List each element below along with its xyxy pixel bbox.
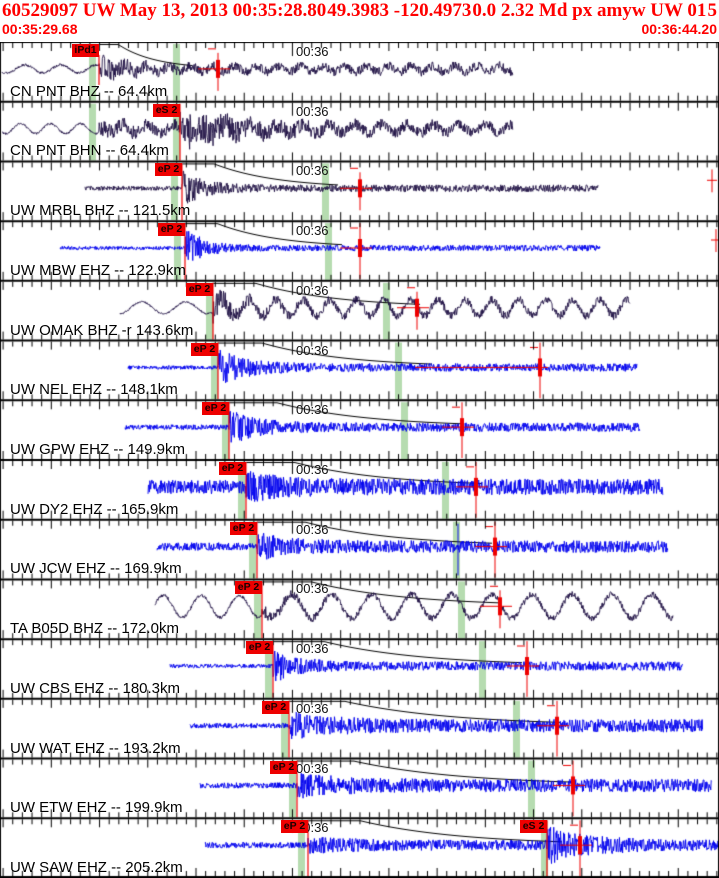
station-label: UW DY2 EHZ -- 165.9km (10, 500, 179, 518)
window-end-time: 00:36:44.20 (641, 21, 717, 37)
station-label: UW JCW EHZ -- 169.9km (10, 560, 182, 578)
station-label: UW GPW EHZ -- 149.9km (10, 441, 186, 458)
phase-pick-label[interactable]: eP 2 (246, 641, 273, 655)
event-summary: 60529097 UW May 13, 2013 00:35:28.80 (2, 0, 327, 21)
event-coordinates: 49.3983 -120.4973 (327, 0, 472, 21)
phase-pick-label[interactable]: eP 2 (186, 282, 213, 296)
phase-pick-label[interactable]: eP 2 (281, 820, 308, 834)
minute-tick-label: 00:36 (296, 462, 329, 477)
station-label: UW MBW EHZ -- 122.9km (10, 261, 186, 279)
minute-tick-label: 00:36 (296, 760, 329, 776)
minute-tick-label: 00:36 (296, 521, 329, 537)
phase-pick-label[interactable]: eP 2 (155, 163, 182, 177)
station-label: UW SAW EHZ -- 205.2km (10, 859, 183, 876)
phase-pick-label[interactable]: eP 2 (158, 223, 185, 237)
seismogram-canvas[interactable] (0, 42, 719, 878)
trace-area[interactable]: 00:36 CN PNT BHZ -- 64.4km iPd1 00:36 CN… (0, 42, 719, 878)
station-label: UW ETW EHZ -- 199.9km (10, 799, 183, 817)
station-label: UW NEL EHZ -- 148.1km (10, 381, 178, 399)
minute-tick-label: 00:36 (296, 103, 329, 119)
phase-pick-label[interactable]: eP 2 (262, 700, 289, 714)
station-label: UW WAT EHZ -- 193.2km (10, 739, 181, 757)
event-magnitude-info: 0.0 2.32 Md px amyw UW 01 (472, 0, 707, 21)
phase-pick-label[interactable]: eP 2 (219, 462, 246, 475)
minute-tick-label: 00:36 (296, 223, 329, 239)
station-label: TA B05D BHZ -- 172.0km (10, 620, 179, 638)
window-time-range: 00:35:29.68 00:36:44.20 (0, 21, 719, 40)
event-header: 60529097 UW May 13, 2013 00:35:28.80 49.… (0, 0, 719, 22)
phase-pick-label[interactable]: iPd1 (72, 44, 99, 57)
minute-tick-label: 00:36 (296, 700, 329, 716)
minute-tick-label: 00:36 (296, 581, 329, 597)
station-label: UW OMAK BHZ -r 143.6km (10, 321, 194, 339)
minute-tick-label: 00:36 (296, 163, 329, 179)
minute-tick-label: 00:36 (296, 282, 329, 298)
minute-tick-label: 00:36 (296, 402, 329, 418)
phase-pick-label[interactable]: eP 2 (202, 402, 229, 416)
phase-pick-label[interactable]: eS 2 (153, 103, 180, 117)
station-label: UW CBS EHZ -- 180.3km (10, 679, 181, 697)
trace-overlays: 00:36 CN PNT BHZ -- 64.4km iPd1 00:36 CN… (0, 42, 719, 878)
event-trailing-count: 5 (707, 0, 717, 21)
minute-tick-label: 00:36 (296, 342, 329, 358)
minute-tick-label: 00:36 (296, 641, 329, 657)
window-start-time: 00:35:29.68 (2, 21, 78, 37)
phase-pick-label[interactable]: eP 2 (230, 521, 257, 535)
phase-pick-label[interactable]: eP 2 (270, 760, 297, 774)
station-label: CN PNT BHN -- 64.4km (10, 142, 169, 160)
station-label: UW MRBL BHZ -- 121.5km (10, 202, 191, 220)
phase-pick-label[interactable]: eP 2 (235, 581, 262, 595)
phase-pick-label[interactable]: eP 2 (191, 342, 218, 356)
phase-pick-label[interactable]: eS 2 (520, 820, 547, 834)
minute-tick-label: 00:36 (296, 44, 329, 59)
station-label: CN PNT BHZ -- 64.4km (10, 82, 168, 100)
